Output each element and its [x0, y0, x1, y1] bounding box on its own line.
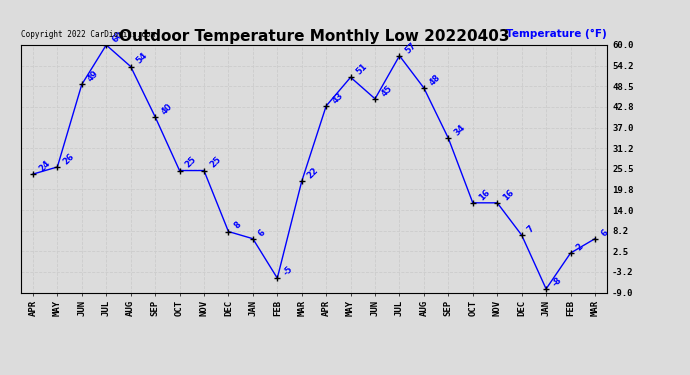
- Text: 34: 34: [453, 123, 467, 138]
- Text: 40: 40: [159, 101, 174, 116]
- Text: 22: 22: [306, 166, 321, 180]
- Text: 43: 43: [331, 91, 345, 105]
- Text: 8: 8: [233, 220, 243, 231]
- Text: 6: 6: [257, 227, 268, 238]
- Text: -8: -8: [550, 275, 563, 288]
- Text: 24: 24: [37, 159, 52, 173]
- Text: 16: 16: [502, 188, 516, 202]
- Text: 48: 48: [428, 73, 443, 87]
- Text: 57: 57: [404, 40, 418, 55]
- Text: 60: 60: [110, 30, 125, 44]
- Text: 51: 51: [355, 62, 369, 76]
- Text: 25: 25: [184, 155, 199, 170]
- Text: 6: 6: [599, 227, 610, 238]
- Title: Outdoor Temperature Monthly Low 20220403: Outdoor Temperature Monthly Low 20220403: [119, 29, 509, 44]
- Text: 45: 45: [380, 83, 394, 98]
- Text: 54: 54: [135, 51, 150, 66]
- Text: 26: 26: [61, 152, 76, 166]
- Text: 7: 7: [526, 224, 536, 234]
- Text: 49: 49: [86, 69, 101, 84]
- Text: 25: 25: [208, 155, 223, 170]
- Text: 2: 2: [575, 242, 585, 252]
- Text: Temperature (°F): Temperature (°F): [506, 29, 607, 39]
- Text: -5: -5: [282, 264, 295, 278]
- Text: Copyright 2022 CarDionics.com: Copyright 2022 CarDionics.com: [21, 30, 155, 39]
- Text: 16: 16: [477, 188, 492, 202]
